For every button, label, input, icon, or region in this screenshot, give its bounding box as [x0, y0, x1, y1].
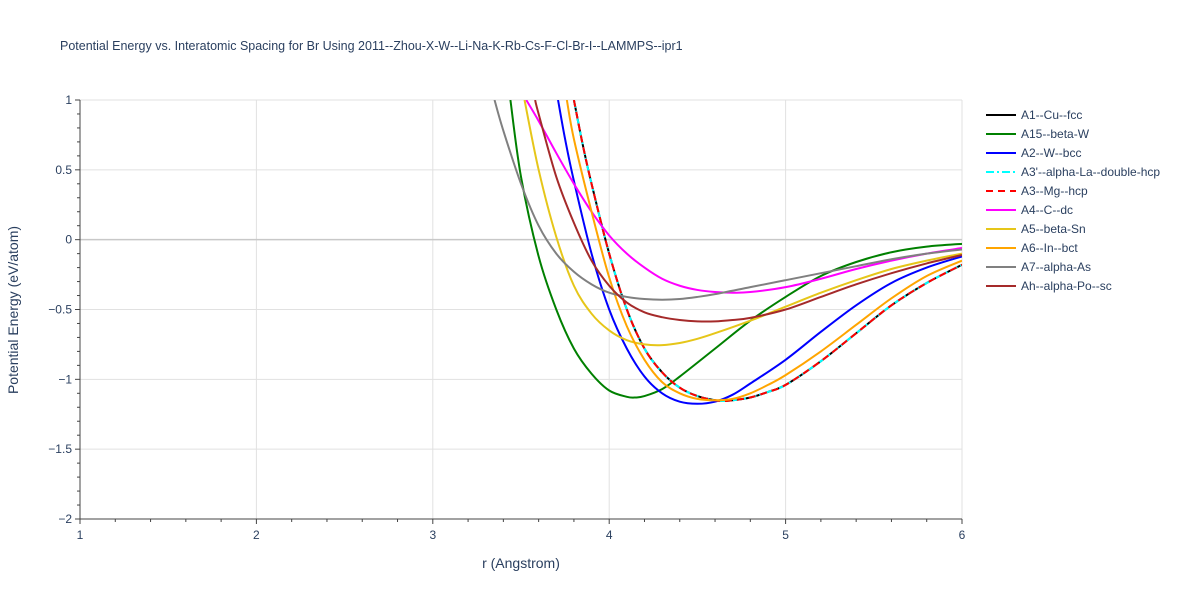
series-line-7 [565, 100, 962, 402]
x-tick-label: 2 [253, 528, 260, 542]
series-line-5 [525, 100, 962, 294]
y-tick-label: −1 [58, 372, 72, 386]
x-tick-label: 3 [429, 528, 436, 542]
y-tick-label: −1.5 [48, 442, 72, 456]
y-tick-label: 0.5 [55, 163, 72, 177]
x-tick-label: 5 [782, 528, 789, 542]
chart-title: Potential Energy vs. Interatomic Spacing… [60, 39, 683, 53]
tick-labels: 1 2 3 4 5 6 −2 −1.5 −1 −0.5 0 0.5 1 [48, 93, 965, 542]
y-tick-label: 0 [65, 233, 72, 247]
y-axis-title: Potential Energy (eV/atom) [5, 226, 21, 394]
series-line-1 [509, 100, 962, 399]
x-tick-label: 1 [77, 528, 84, 542]
legend-item-label: A1--Cu--fcc [1021, 108, 1082, 122]
legend-item-label: A15--beta-W [1021, 127, 1090, 141]
x-tick-label: 6 [959, 528, 966, 542]
grid [80, 99, 963, 519]
y-tick-label: −2 [58, 512, 72, 526]
legend-item-label: A2--W--bcc [1021, 146, 1081, 160]
legend-item-label: A3--Mg--hcp [1021, 184, 1088, 198]
legend-item-label: Ah--alpha-Po--sc [1021, 279, 1112, 293]
y-tick-label: 1 [65, 93, 72, 107]
x-tick-label: 4 [606, 528, 613, 542]
legend-item-label: A5--beta-Sn [1021, 222, 1086, 236]
legend-item-label: A3'--alpha-La--double-hcp [1021, 165, 1160, 179]
series-line-9 [534, 100, 962, 323]
y-tick-label: −0.5 [48, 303, 72, 317]
legend-item-label: A6--In--bct [1021, 241, 1078, 255]
legend: A1--Cu--fcc A15--beta-W A2--W--bcc A3'--alp… [986, 108, 1160, 293]
series-line-8 [493, 100, 962, 301]
axes [75, 99, 963, 524]
series-line-2 [557, 100, 962, 405]
legend-item-label: A4--C--dc [1021, 203, 1073, 217]
series-layer [493, 100, 962, 405]
x-axis-title: r (Angstrom) [482, 555, 560, 571]
legend-item-label: A7--alpha-As [1021, 260, 1091, 274]
series-line-6 [523, 100, 962, 347]
